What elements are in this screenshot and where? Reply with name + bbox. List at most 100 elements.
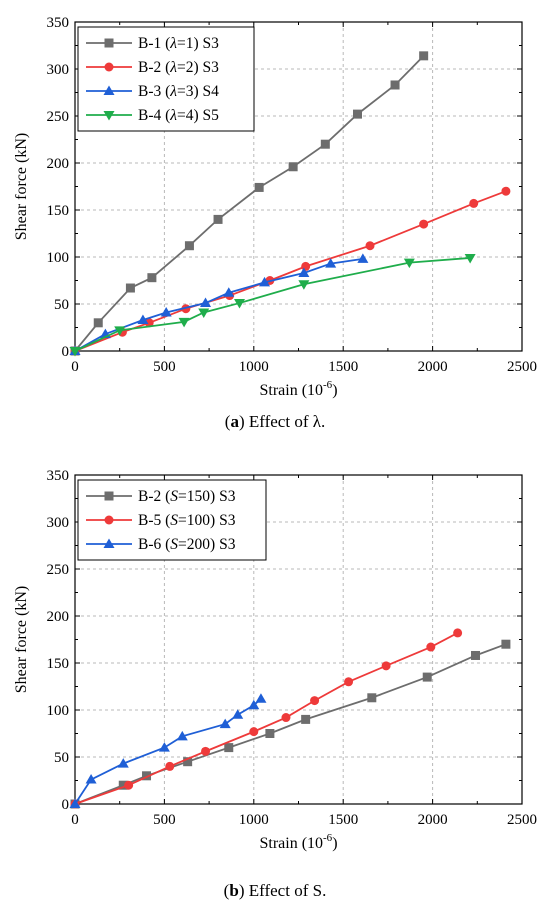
chart-b-xtick-label: 2500: [507, 812, 537, 828]
chart-b-series-1-point: [453, 628, 463, 638]
chart-a-legend-marker: [104, 38, 114, 48]
chart-a-series-0-point: [184, 241, 194, 251]
chart-a-series-3-point: [233, 299, 245, 309]
chart-a-series-0-point: [213, 214, 223, 224]
chart-a-series-0-point: [147, 273, 157, 283]
chart-b-series-2-point: [232, 709, 244, 719]
chart-a: 0 500 1000 1500 2000 2500 0 50 100 150 200 250 300 35…: [13, 15, 537, 399]
chart-a-legend-label: B-1 (λ=1) S3: [138, 35, 219, 52]
chart-b-ytick-label: 50: [54, 750, 69, 766]
chart-a-series-1-point: [501, 186, 511, 196]
caption-b-text: Effect of S.: [248, 881, 327, 900]
chart-a-legend-marker: [103, 111, 115, 121]
chart-a-series-1-point: [301, 261, 311, 271]
chart-b-series-1-point: [165, 761, 175, 771]
chart-b-ytick-label: 350: [47, 468, 70, 484]
chart-a-series-0-point: [125, 283, 135, 293]
chart-b-series-1-point: [310, 696, 320, 706]
chart-a-ytick-label: 300: [47, 62, 70, 78]
chart-a-legend: B-1 (λ=1) S3 B-2 (λ=2) S3 B-3 (λ=3) S4 B-4 …: [77, 26, 255, 132]
chart-b-series-2-point: [69, 798, 81, 808]
chart-b-legend-label: B-2 (S=150) S3: [138, 488, 236, 505]
chart-b-ytick-label: 0: [62, 797, 70, 813]
chart-b-series-2-point: [85, 774, 97, 784]
chart-a-series-2-point: [200, 297, 212, 308]
chart-a-xtick-label: 2500: [507, 359, 537, 375]
chart-a-series-2-point: [223, 287, 235, 297]
chart-b-series-2-point: [117, 758, 129, 768]
chart-a-series-2-point: [325, 258, 337, 268]
chart-a-ytick-label: 150: [47, 203, 70, 219]
chart-a-xtick-label: 500: [153, 359, 176, 375]
chart-a-series-2-point: [298, 267, 310, 277]
chart-b-series-1: [70, 628, 463, 809]
chart-b-legend-marker: [103, 538, 115, 548]
chart-a-ytick-label: 50: [54, 297, 69, 313]
chart-b-ytick-label: 250: [47, 562, 70, 578]
chart-a-xtick-label: 2000: [418, 359, 448, 375]
chart-b-legend-marker: [104, 491, 114, 501]
chart-b-legend-label: B-5 (S=100) S3: [138, 512, 236, 529]
chart-b-series-1-point: [201, 746, 211, 756]
chart-b-series-0-point: [422, 672, 432, 682]
chart-b-xtick-label: 1000: [239, 812, 269, 828]
chart-b-xtick-label: 1500: [328, 812, 358, 828]
chart-b: 0 500 1000 1500 2000 2500 0 50 100 150 200 250 300 35…: [13, 468, 537, 852]
chart-a-series-2-point: [137, 314, 149, 324]
chart-b-legend-label: B-6 (S=200) S3: [138, 536, 236, 553]
chart-b-series-1-point: [344, 677, 354, 687]
chart-a-series-0-point: [320, 139, 330, 149]
chart-a-ytick-label: 250: [47, 109, 70, 125]
chart-b-ylabel: Shear force (kN): [13, 586, 30, 694]
chart-b-legend: B-2 (S=150) S3 B-5 (S=100) S3 B-6 (S=200) …: [77, 479, 267, 561]
chart-a-xlabel: Strain (10-6): [259, 379, 337, 399]
chart-b-series-0-point: [183, 757, 193, 767]
chart-b-series-2-point: [255, 693, 267, 703]
chart-a-ytick-label: 0: [62, 344, 70, 360]
chart-b-ytick-label: 200: [47, 609, 70, 625]
chart-a-legend-label: B-4 (λ=4) S5: [138, 107, 219, 124]
chart-a-series-0-point: [288, 162, 298, 172]
chart-b-series-1-point: [426, 642, 436, 652]
chart-b-series-2-point: [219, 718, 231, 729]
chart-a-series-1-point: [144, 318, 154, 328]
chart-b-series-0-point: [301, 714, 311, 724]
chart-a-series-1-point: [419, 219, 429, 229]
chart-a-series-2-point: [357, 253, 369, 263]
chart-a-ytick-label: 200: [47, 156, 70, 172]
chart-a-series-0-line: [74, 55, 425, 352]
chart-a-xtick-label: 1000: [239, 359, 269, 375]
caption-a-text: Effect of λ.: [248, 412, 326, 431]
chart-a-series-3: [69, 253, 476, 357]
chart-a-series-2-point: [259, 276, 271, 287]
chart-a-series-3-line: [74, 257, 471, 352]
chart-a-legend-label: B-3 (λ=3) S4: [138, 83, 219, 100]
chart-a-series-1-point: [365, 241, 375, 251]
chart-b-xtick-label: 0: [71, 812, 79, 828]
chart-a-series-3-point: [298, 280, 310, 290]
chart-b-series-0-point: [142, 771, 152, 781]
chart-b-series-1-point: [381, 661, 391, 671]
chart-a-series-0-point: [419, 51, 429, 61]
chart-a-xtick-label: 1500: [328, 359, 358, 375]
chart-b-series-2-point: [176, 730, 188, 741]
chart-b-series-1-point: [281, 713, 291, 723]
chart-b-legend-marker: [104, 515, 114, 525]
chart-b-ytick-label: 150: [47, 656, 70, 672]
chart-b-xtick-label: 500: [153, 812, 176, 828]
chart-a-legend-marker: [104, 62, 114, 72]
chart-a-series-2-point: [160, 306, 172, 317]
chart-b-series-0-point: [501, 639, 511, 649]
chart-b-series-2-point: [248, 699, 260, 710]
chart-b-ytick-label: 300: [47, 515, 70, 531]
chart-a-ytick-label: 100: [47, 250, 70, 266]
chart-b-series-2-point: [158, 742, 170, 752]
chart-a-series-0-point: [353, 109, 363, 119]
chart-a-series-0-point: [93, 318, 103, 328]
chart-b-series-2: [69, 693, 267, 808]
chart-b-series-0-point: [118, 780, 128, 790]
chart-a-series-3-point: [464, 253, 476, 264]
chart-a-series-3-point: [114, 326, 126, 336]
caption-a: (a) Effect of λ.: [224, 412, 326, 431]
